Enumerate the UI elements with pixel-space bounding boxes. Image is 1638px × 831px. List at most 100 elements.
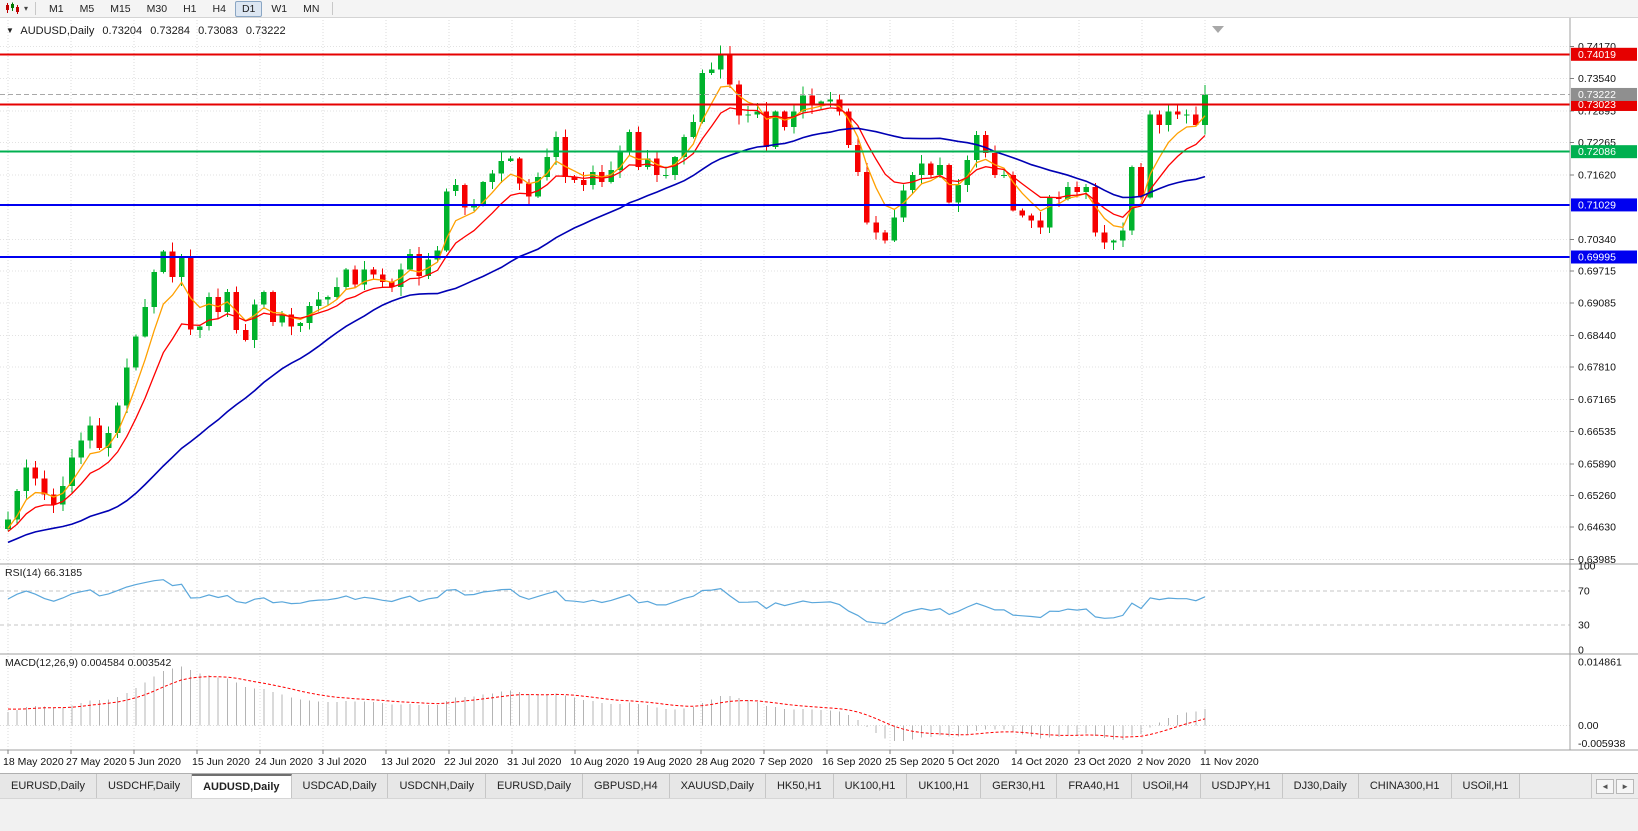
tab-ger30-h1[interactable]: GER30,H1 [981, 774, 1058, 798]
tab-nav: ◄ ► [1591, 774, 1638, 798]
panel-separators [0, 18, 1638, 751]
tab-hk50-h1[interactable]: HK50,H1 [765, 774, 834, 798]
tab-china300-h1[interactable]: CHINA300,H1 [1358, 774, 1452, 798]
timeframe-button-m1[interactable]: M1 [49, 2, 64, 15]
symbol-tabbar: EURUSD,Daily USDCHF,Daily AUDUSD,Daily USDC… [0, 773, 1638, 798]
tab-gbpusd-h4[interactable]: GBPUSD,H4 [583, 774, 670, 798]
tabs-scroll-left-button[interactable]: ◄ [1596, 778, 1615, 794]
chart-open-value: 0.73204 [102, 25, 143, 37]
svg-text:0.65890: 0.65890 [1578, 458, 1616, 470]
timeframe-button-w1[interactable]: W1 [271, 2, 288, 15]
grid [0, 20, 1570, 750]
svg-text:25 Sep 2020: 25 Sep 2020 [885, 756, 945, 768]
timeframe-button-m15[interactable]: M15 [110, 2, 131, 15]
svg-text:0.73540: 0.73540 [1578, 73, 1616, 85]
timeframe-button-d1[interactable]: D1 [234, 0, 263, 17]
chart-type-icon[interactable] [4, 2, 22, 16]
main-chart-svg[interactable]: 0.741700.735400.728950.722650.716200.703… [0, 18, 1638, 773]
svg-text:10 Aug 2020: 10 Aug 2020 [570, 756, 629, 768]
svg-text:28 Aug 2020: 28 Aug 2020 [696, 756, 755, 768]
svg-text:0.00: 0.00 [1578, 720, 1599, 732]
svg-text:14 Oct 2020: 14 Oct 2020 [1011, 756, 1068, 768]
svg-text:16 Sep 2020: 16 Sep 2020 [822, 756, 882, 768]
chart-symbol-label: AUDUSD,Daily [20, 25, 95, 37]
svg-text:5 Jun 2020: 5 Jun 2020 [129, 756, 181, 768]
svg-text:11 Nov 2020: 11 Nov 2020 [1200, 756, 1259, 768]
svg-text:27 May 2020: 27 May 2020 [66, 756, 127, 768]
chart-low-value: 0.73083 [198, 25, 238, 37]
svg-text:0.69085: 0.69085 [1578, 297, 1616, 309]
svg-text:23 Oct 2020: 23 Oct 2020 [1074, 756, 1131, 768]
tab-usdjpy-h1[interactable]: USDJPY,H1 [1200, 774, 1283, 798]
svg-text:100: 100 [1578, 561, 1596, 573]
svg-text:15 Jun 2020: 15 Jun 2020 [192, 756, 250, 768]
collapse-chart-icon[interactable]: ▼ [6, 26, 14, 35]
chart-high-value: 0.73284 [150, 25, 190, 37]
rsi-indicator-label: RSI(14) 66.3185 [5, 567, 83, 579]
timeframe-button-m5[interactable]: M5 [79, 2, 95, 15]
tab-eurusd-daily[interactable]: EURUSD,Daily [0, 774, 97, 798]
tab-usdcad-daily[interactable]: USDCAD,Daily [291, 774, 389, 798]
tab-fra40-h1[interactable]: FRA40,H1 [1057, 774, 1132, 798]
tab-eurusd-daily[interactable]: EURUSD,Daily [486, 774, 583, 798]
svg-text:0.69995: 0.69995 [1578, 251, 1616, 263]
tabs-scroll-right-button[interactable]: ► [1616, 778, 1634, 794]
svg-text:19 Aug 2020: 19 Aug 2020 [633, 756, 692, 768]
chart-title: ▼ AUDUSD,Daily 0.73204 0.73284 0.73083 0… [6, 25, 291, 37]
timeframe-buttons: M1 M5 M15 M30 H1 H4 D1 W1 MN [41, 0, 327, 17]
svg-text:13 Jul 2020: 13 Jul 2020 [381, 756, 435, 768]
svg-text:24 Jun 2020: 24 Jun 2020 [255, 756, 313, 768]
chart-type-dropdown-caret[interactable]: ▾ [24, 3, 29, 13]
svg-text:0.67165: 0.67165 [1578, 394, 1616, 406]
svg-text:0.66535: 0.66535 [1578, 426, 1616, 438]
tab-xauusd-daily[interactable]: XAUUSD,Daily [669, 774, 766, 798]
svg-text:18 May 2020: 18 May 2020 [3, 756, 64, 768]
chart-shift-marker[interactable] [1212, 26, 1224, 33]
svg-text:0.71029: 0.71029 [1578, 199, 1616, 211]
svg-text:0.72086: 0.72086 [1578, 146, 1616, 158]
tab-audusd-daily[interactable]: AUDUSD,Daily [192, 774, 292, 798]
rsi-axis-labels: 100 70 30 0 [1578, 561, 1596, 657]
svg-text:-0.005938: -0.005938 [1578, 738, 1625, 750]
svg-text:0.73023: 0.73023 [1578, 99, 1616, 111]
svg-text:0: 0 [1578, 645, 1584, 657]
top-toolbar: ▾ M1 M5 M15 M30 H1 H4 D1 W1 MN [0, 0, 1638, 18]
status-strip [0, 798, 1638, 831]
svg-text:2 Nov 2020: 2 Nov 2020 [1137, 756, 1191, 768]
svg-text:0.014861: 0.014861 [1578, 656, 1622, 668]
svg-text:31 Jul 2020: 31 Jul 2020 [507, 756, 561, 768]
svg-text:3 Jul 2020: 3 Jul 2020 [318, 756, 367, 768]
svg-text:30: 30 [1578, 619, 1590, 631]
chart-window: 0.74170 0.73540 0.72895 0.72265 0.71620 0.703… [0, 18, 1638, 773]
svg-text:0.63985: 0.63985 [1578, 554, 1616, 566]
svg-text:0.68440: 0.68440 [1578, 330, 1616, 342]
timeframe-button-m30[interactable]: M30 [146, 2, 168, 15]
svg-text:0.64630: 0.64630 [1578, 522, 1616, 534]
timeframe-button-h1[interactable]: H1 [183, 2, 197, 15]
price-axis-badges: 0.74019 0.73023 0.72086 0.71029 0.69995 0.732… [1571, 47, 1637, 264]
tab-usoil-h4[interactable]: USOil,H4 [1131, 774, 1201, 798]
macd-axis-labels: 0.014861 0.00 -0.005938 [1578, 656, 1625, 750]
svg-text:0.73222: 0.73222 [1578, 89, 1616, 101]
rsi-line [7, 579, 1206, 625]
date-axis-labels: 18 May 2020 27 May 2020 5 Jun 2020 15 Jun 2… [3, 750, 1259, 768]
tab-usdchf-daily[interactable]: USDCHF,Daily [96, 774, 193, 798]
symbol-tabs: EURUSD,Daily USDCHF,Daily AUDUSD,Daily USDC… [0, 774, 1591, 798]
tab-uk100-h1[interactable]: UK100,H1 [907, 774, 982, 798]
svg-text:70: 70 [1578, 586, 1590, 598]
tab-usoil-h1[interactable]: USOil,H1 [1451, 774, 1521, 798]
svg-text:0.67810: 0.67810 [1578, 362, 1616, 374]
tab-uk100-h1[interactable]: UK100,H1 [833, 774, 908, 798]
svg-text:0.65260: 0.65260 [1578, 490, 1616, 502]
svg-text:7 Sep 2020: 7 Sep 2020 [759, 756, 813, 768]
ma-line-10 [7, 107, 1206, 533]
tab-dj30-daily[interactable]: DJ30,Daily [1282, 774, 1359, 798]
macd-signal-line [7, 676, 1206, 738]
chart-close-value: 0.73222 [245, 25, 286, 37]
toolbar-separator [35, 2, 37, 15]
svg-text:0.70340: 0.70340 [1578, 234, 1616, 246]
timeframe-button-mn[interactable]: MN [303, 2, 320, 15]
tab-usdcnh-daily[interactable]: USDCNH,Daily [388, 774, 487, 798]
macd-indicator-label: MACD(12,26,9) 0.004584 0.003542 [5, 657, 172, 669]
timeframe-button-h4[interactable]: H4 [212, 2, 226, 15]
